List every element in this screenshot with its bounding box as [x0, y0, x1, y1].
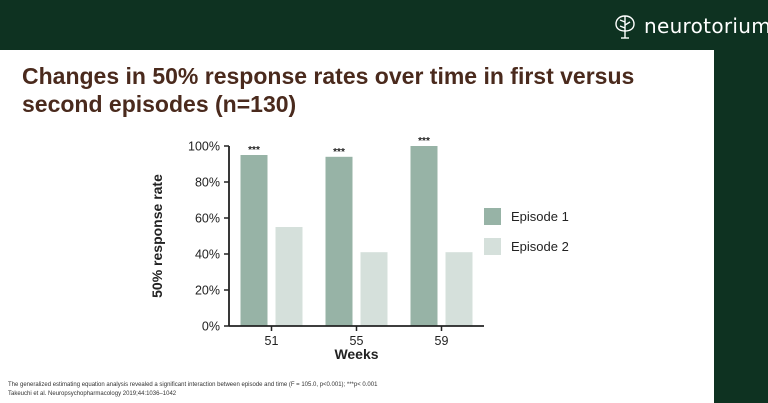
bar-55-series-2: [360, 252, 388, 326]
x-tick-label: 51: [265, 334, 279, 348]
right-sidebar: [714, 0, 768, 403]
slide-title: Changes in 50% response rates over time …: [22, 63, 635, 117]
brand-name: neurotorium: [644, 14, 768, 38]
x-tick-label: 59: [435, 334, 449, 348]
legend-label-2: Episode 2: [511, 239, 569, 254]
x-tick-label: 55: [350, 334, 364, 348]
significance-marker: ***: [333, 147, 345, 158]
legend-swatch-2: [484, 238, 501, 255]
footnotes: The generalized estimating equation anal…: [8, 381, 708, 399]
y-tick-label: 40%: [195, 248, 220, 262]
footnote-citation: Takeuchi et al. Neuropsychopharmacology …: [8, 391, 177, 397]
bar-51-series-1: [240, 155, 268, 326]
y-tick-label: 80%: [195, 176, 220, 190]
x-tick-labels: 51 55 59: [265, 326, 449, 348]
header-bar: [0, 0, 768, 50]
brand-logo[interactable]: neurotorium: [612, 11, 768, 41]
significance-marker: ***: [418, 136, 430, 147]
bar-59-series-1: [410, 146, 438, 326]
y-tick-label: 0%: [202, 320, 220, 334]
brain-tree-icon: [615, 15, 635, 39]
footnote-analysis: The generalized estimating equation anal…: [8, 382, 378, 388]
y-tick-label: 60%: [195, 212, 220, 226]
significance-marker: ***: [248, 145, 260, 156]
y-tick-labels: 0% 20% 40% 60% 80% 100%: [188, 140, 229, 334]
x-axis-title: Weeks: [334, 346, 378, 362]
y-axis-title: 50% response rate: [149, 174, 165, 298]
legend-swatch-1: [484, 208, 501, 225]
significance-group: *** *** ***: [248, 136, 430, 158]
legend-label-1: Episode 1: [511, 209, 569, 224]
y-tick-label: 20%: [195, 284, 220, 298]
bars-group: [240, 146, 473, 326]
bar-55-series-1: [325, 156, 353, 326]
chart-legend: Episode 1 Episode 2: [484, 208, 569, 255]
bar-51-series-2: [275, 227, 303, 326]
y-tick-label: 100%: [188, 140, 220, 154]
bar-59-series-2: [445, 252, 473, 326]
